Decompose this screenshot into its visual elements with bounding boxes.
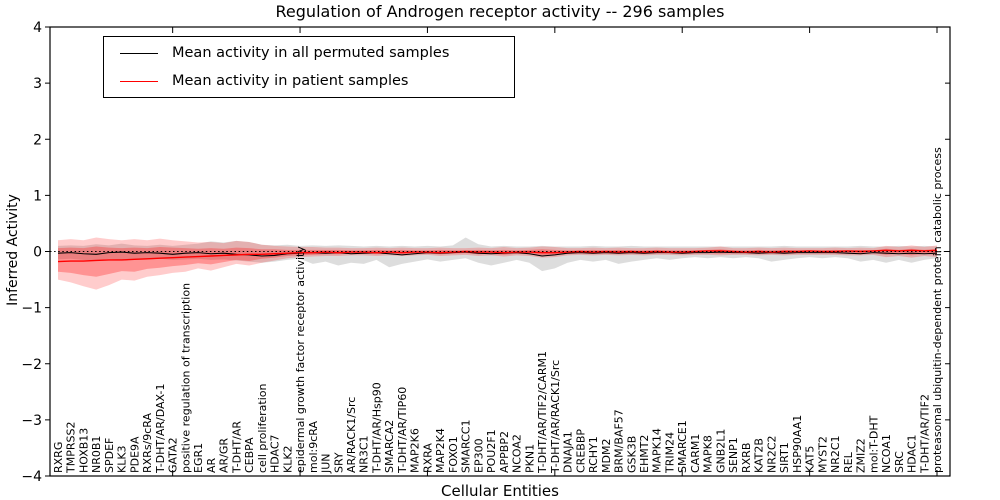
- category-label: T-DHT/AR: [230, 421, 243, 474]
- category-label: KAT2B: [753, 438, 766, 473]
- category-label: SMARCC1: [460, 420, 473, 473]
- category-label: SRC: [893, 451, 906, 473]
- y-tick-label: 1: [33, 188, 42, 204]
- category-label: T-DHT/AR/DAX-1: [154, 384, 167, 474]
- y-tick-label: −1: [21, 301, 42, 317]
- category-label: BRM/BAF57: [613, 409, 626, 473]
- legend-entry-patient: Mean activity in patient samples: [104, 70, 514, 92]
- category-label: AR/RACK1/Src: [345, 397, 358, 473]
- y-tick-label: 0: [33, 245, 42, 261]
- category-label: SRY: [332, 452, 345, 473]
- category-label: NCOA1: [880, 434, 893, 473]
- category-label: TRIM24: [663, 432, 676, 474]
- legend-label-patient: Mean activity in patient samples: [172, 73, 409, 89]
- category-label: HDAC7: [269, 434, 282, 473]
- category-label: TMPRSS2: [65, 422, 78, 474]
- category-label: epidermal growth factor receptor activit…: [294, 246, 307, 473]
- category-label: SPDEF: [103, 438, 116, 473]
- category-label: GNB2L1: [714, 429, 727, 473]
- category-label: HSP90AA1: [791, 415, 804, 473]
- permuted-mean-line: [57, 251, 938, 257]
- category-label: SIRT1: [778, 442, 791, 473]
- permuted-range-area: [58, 237, 937, 272]
- category-label: MAP2K6: [409, 428, 422, 473]
- category-label: CEBPA: [243, 437, 256, 473]
- category-label: T-DHT/AR/TIP60: [396, 387, 409, 474]
- category-label: KLK3: [116, 445, 129, 473]
- legend: Mean activity in all permuted samples Me…: [103, 36, 515, 98]
- category-label: mol:T-DHT: [867, 415, 880, 473]
- category-label: MDM2: [600, 439, 613, 473]
- category-label: GATA2: [167, 437, 180, 473]
- category-label: MAP2K4: [434, 428, 447, 473]
- category-label: MAPK14: [651, 428, 664, 473]
- category-label: SMARCA2: [383, 420, 396, 473]
- category-label: cell proliferation: [256, 383, 269, 473]
- legend-entry-permuted: Mean activity in all permuted samples: [104, 42, 514, 64]
- category-label: T-DHT/AR/RACK1/Src: [549, 360, 562, 474]
- category-label: RXRs/9cRA: [141, 412, 154, 473]
- category-label: HDAC1: [906, 434, 919, 473]
- y-tick-label: −3: [21, 413, 42, 429]
- category-label: ZMIZ2: [855, 438, 868, 473]
- patient-mean-line: [57, 249, 938, 263]
- category-label: NR0B1: [90, 436, 103, 473]
- category-label: REL: [842, 451, 855, 473]
- category-label: RXRG: [52, 442, 65, 473]
- y-axis-title: Inferred Activity: [5, 194, 21, 306]
- y-tick-label: 2: [33, 132, 42, 148]
- category-label: positive regulation of transcription: [179, 283, 192, 473]
- category-label: T-DHT/AR/TIF2/CARM1: [536, 351, 549, 474]
- category-label: mol:9cRA: [307, 421, 320, 473]
- category-label: SENP1: [727, 437, 740, 473]
- category-label: SMARCE1: [676, 420, 689, 473]
- y-tick-label: −4: [21, 469, 42, 485]
- category-label: NR2C1: [829, 435, 842, 473]
- y-tick-label: 4: [33, 20, 42, 36]
- category-label: T-DHT/AR/Hsp90: [370, 382, 383, 474]
- plot-border: [49, 26, 951, 477]
- category-label: EHMT2: [638, 435, 651, 473]
- permuted-line-sample-icon: [120, 52, 158, 54]
- category-label: proteasomal ubiquitin-dependent protein …: [931, 147, 944, 473]
- category-label: EGR1: [192, 443, 205, 473]
- category-label: MAPK8: [702, 435, 715, 473]
- category-label: JUN: [320, 453, 333, 474]
- category-label: APPBP2: [498, 431, 511, 473]
- category-label: EP300: [472, 438, 485, 473]
- category-label: CREBBP: [574, 429, 587, 473]
- category-label: GSK3B: [625, 436, 638, 473]
- category-label: POU2F1: [485, 429, 498, 473]
- y-tick-label: −2: [21, 357, 42, 373]
- category-label: RCHY1: [587, 436, 600, 473]
- category-label: CARM1: [689, 434, 702, 473]
- x-axis-title: Cellular Entities: [441, 482, 559, 500]
- category-label: HOXB13: [77, 428, 90, 473]
- category-label: KAT5: [804, 446, 817, 473]
- category-label: NR3C1: [358, 435, 371, 473]
- category-label: KLK2: [281, 445, 294, 473]
- chart-title: Regulation of Androgen receptor activity…: [275, 2, 725, 21]
- category-label: AR: [205, 457, 218, 473]
- category-label: AR/GR: [218, 438, 231, 473]
- category-label: PKN1: [523, 444, 536, 473]
- category-label: RXRB: [740, 443, 753, 473]
- category-label: MYST2: [816, 436, 829, 473]
- patient-line-sample-icon: [120, 80, 158, 82]
- category-label: T-DHT/AR/TIF2: [918, 394, 931, 474]
- category-label: DNAJA1: [562, 431, 575, 473]
- category-label: PDE9A: [128, 436, 141, 473]
- category-label: FOXO1: [447, 436, 460, 473]
- category-label: NR2C2: [765, 435, 778, 473]
- legend-label-permuted: Mean activity in all permuted samples: [172, 45, 450, 61]
- y-tick-label: 3: [33, 76, 42, 92]
- category-label: RXRA: [421, 443, 434, 473]
- category-label: NCOA2: [511, 434, 524, 473]
